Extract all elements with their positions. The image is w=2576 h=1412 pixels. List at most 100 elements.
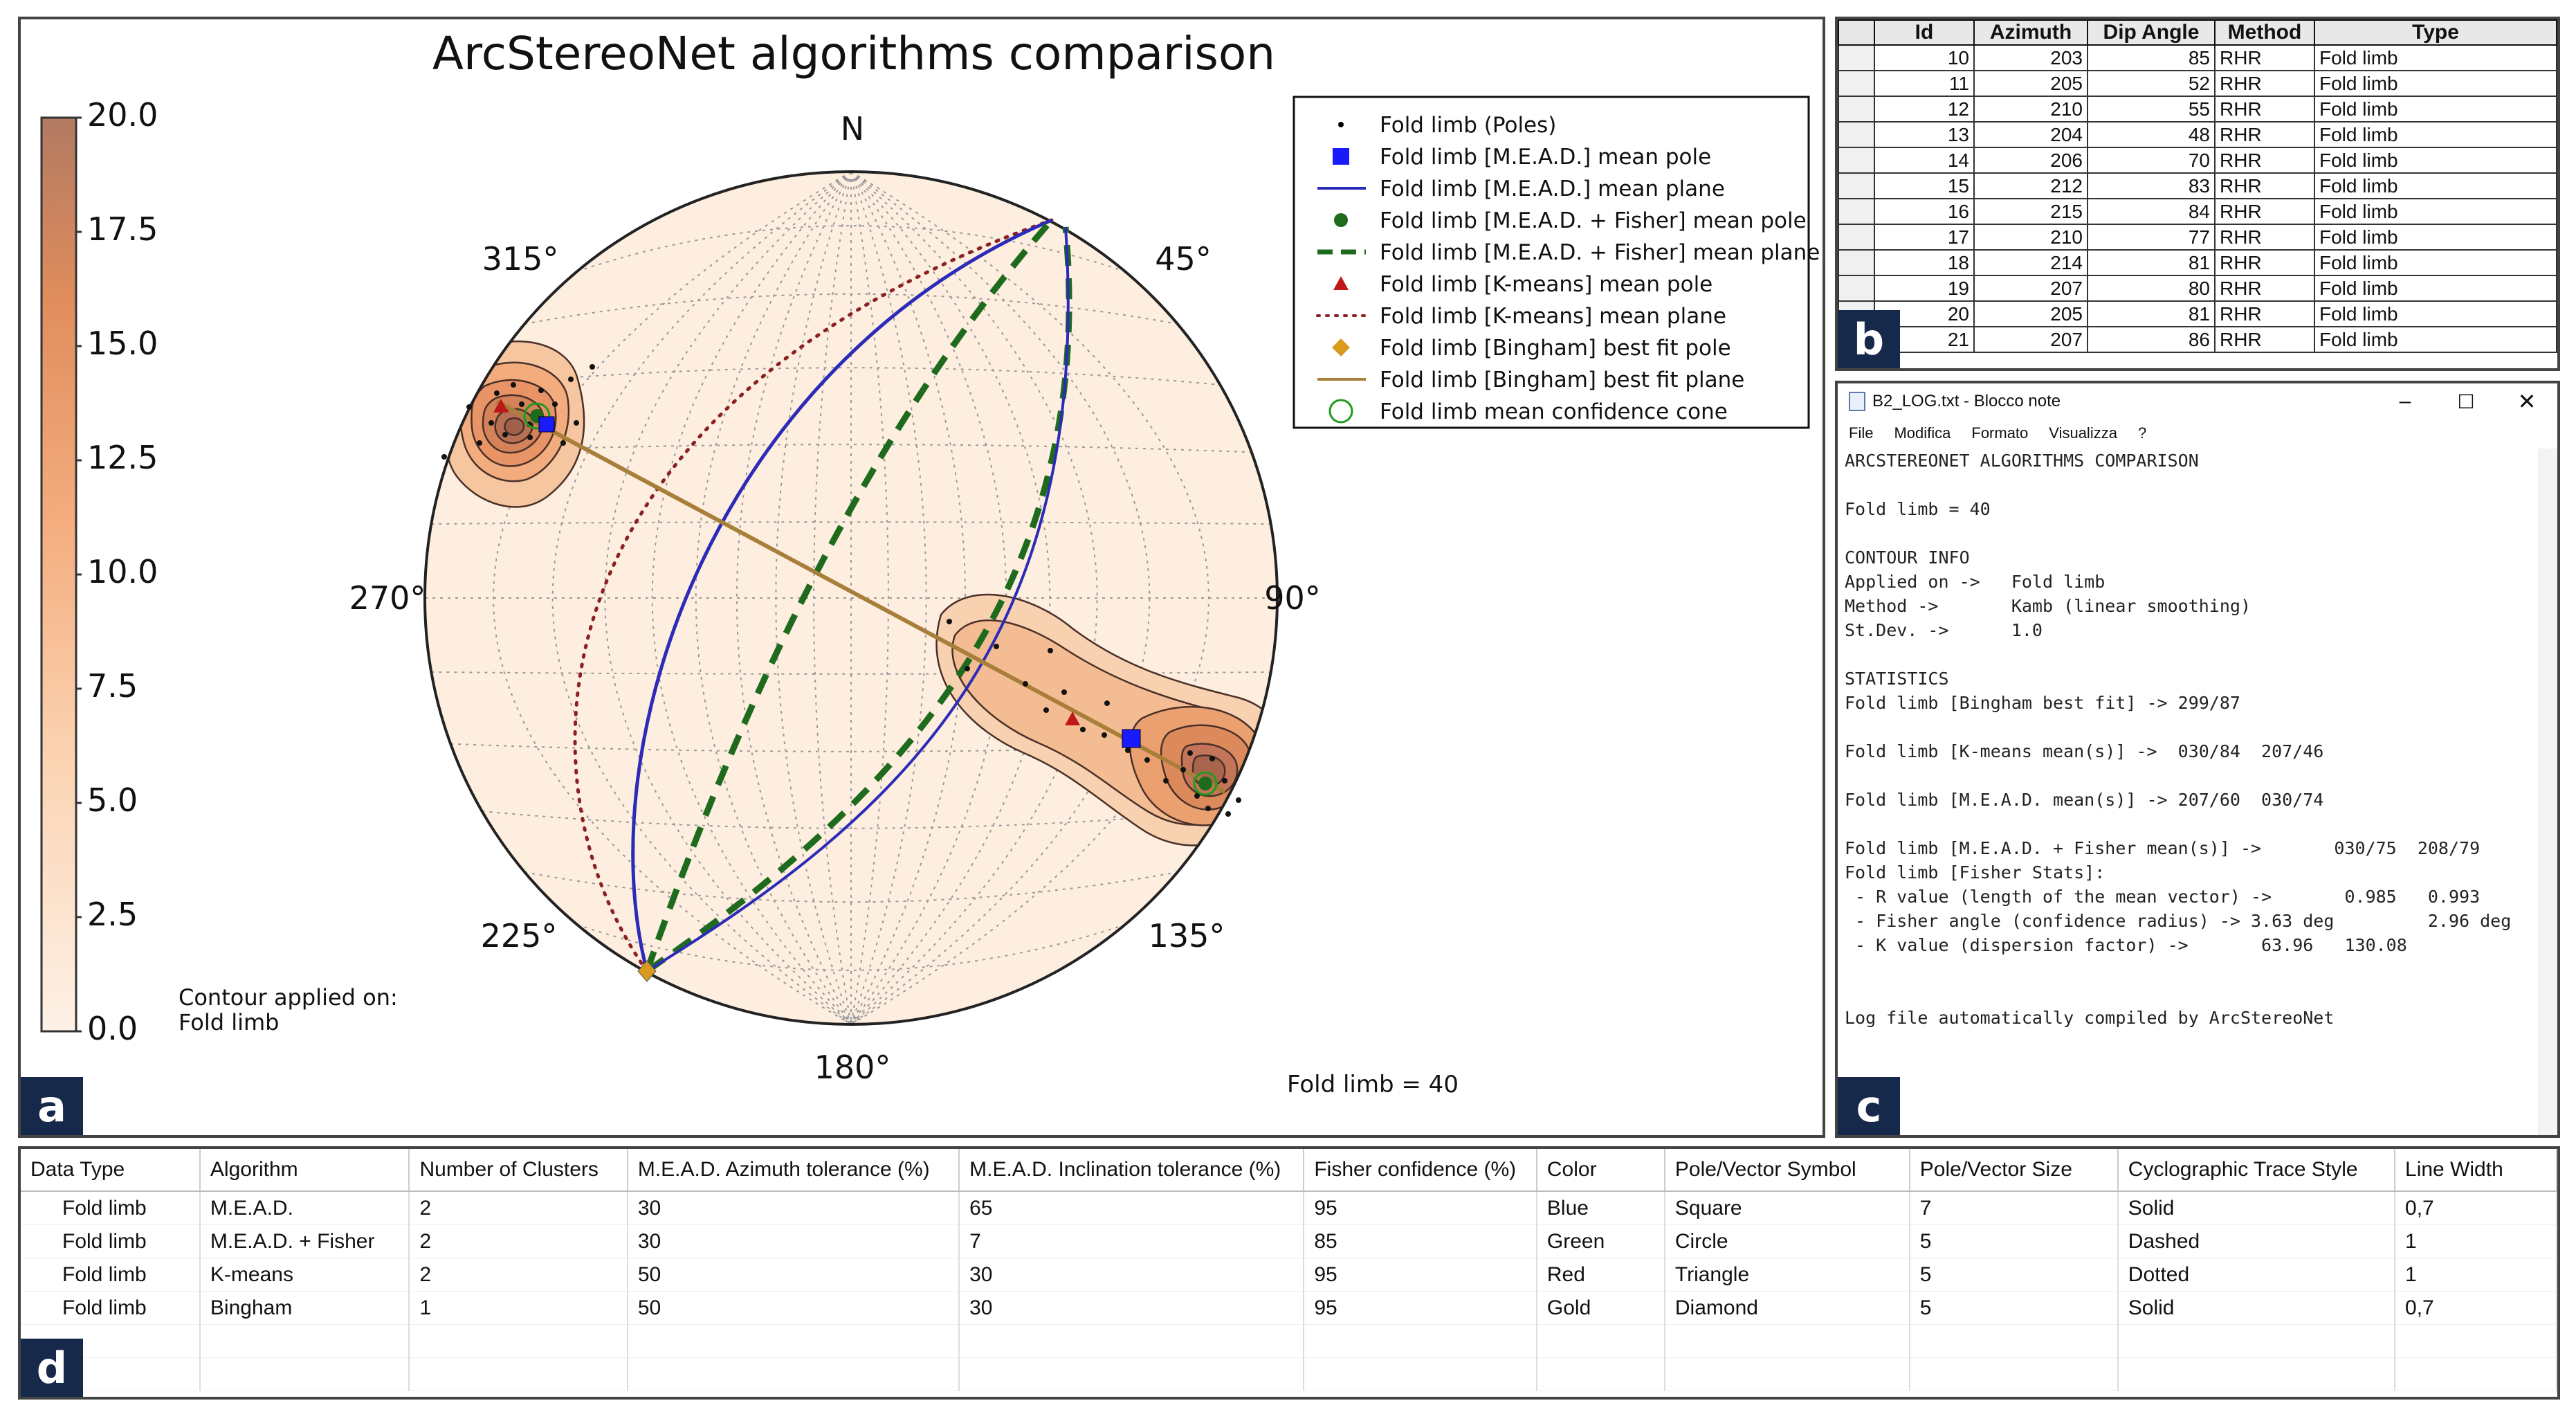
column-header[interactable]: M.E.A.D. Azimuth tolerance (%) [627,1149,960,1192]
table-cell[interactable]: 81 [2087,249,2216,276]
row-selector[interactable] [1838,121,1875,148]
table-row[interactable]: 20 205 81 RHR Fold limb [1838,300,2557,327]
table-cell[interactable]: 14 [1874,147,1975,174]
table-cell[interactable]: 30 [627,1191,960,1225]
table-row[interactable]: 14 206 70 RHR Fold limb [1838,147,2557,174]
table-cell[interactable]: 214 [1973,249,2088,276]
table-cell[interactable]: 1 [2395,1224,2557,1258]
table-cell[interactable]: Dashed [2117,1224,2396,1258]
table-cell[interactable]: 17 [1874,224,1975,251]
table-cell[interactable]: Fold limb [2314,96,2557,123]
table-cell[interactable]: Fold limb [2314,121,2557,148]
table-cell[interactable]: 7 [1909,1191,2119,1225]
table-cell[interactable]: 207 [1973,275,2088,302]
table-cell[interactable]: Circle [1664,1224,1910,1258]
table-cell[interactable]: 5 [1909,1224,2119,1258]
table-cell[interactable]: 30 [959,1291,1305,1325]
column-header[interactable]: Number of Clusters [409,1149,628,1192]
menu-edit[interactable]: Modifica [1894,424,1951,442]
table-row[interactable]: Fold limb Bingham 1 50 30 95 Gold Diamond 5 Solid… [21,1291,2557,1325]
table-cell[interactable]: 83 [2087,172,2216,199]
table-cell[interactable]: RHR [2214,172,2315,199]
row-selector[interactable] [1838,70,1875,97]
table-cell[interactable]: Fold limb [2314,275,2557,302]
log-text-area[interactable]: ARCSTEREONET ALGORITHMS COMPARISON Fold l… [1845,449,2537,1073]
table-cell[interactable]: 70 [2087,147,2216,174]
minimize-icon[interactable]: – [2399,390,2411,413]
table-cell[interactable]: 0,7 [2395,1291,2557,1325]
table-row[interactable]: 16 215 84 RHR Fold limb [1838,198,2557,225]
table-cell[interactable]: Green [1536,1224,1665,1258]
table-cell[interactable]: 16 [1874,198,1975,225]
table-cell[interactable]: RHR [2214,44,2315,71]
table-cell[interactable]: 95 [1304,1191,1537,1225]
table-cell[interactable]: 210 [1973,224,2088,251]
table-row[interactable]: 18 214 81 RHR Fold limb [1838,249,2557,276]
table-cell[interactable]: Solid [2117,1191,2396,1225]
table-cell[interactable]: 1 [2395,1258,2557,1292]
table-cell[interactable]: Square [1664,1191,1910,1225]
column-header[interactable]: Fisher confidence (%) [1304,1149,1537,1192]
table-cell[interactable]: Fold limb [21,1291,201,1325]
column-header[interactable]: Color [1536,1149,1665,1192]
maximize-icon[interactable]: ☐ [2457,390,2475,413]
table-cell[interactable]: Fold limb [2314,44,2557,71]
column-header[interactable]: Line Width [2395,1149,2557,1192]
table-cell[interactable]: 7 [959,1224,1305,1258]
table-cell[interactable]: Bingham [199,1291,410,1325]
menu-format[interactable]: Formato [1971,424,2029,442]
table-cell[interactable]: 85 [1304,1224,1537,1258]
menu-help[interactable]: ? [2137,424,2147,442]
row-selector[interactable] [1838,44,1875,71]
table-row[interactable]: Fold limb M.E.A.D. 2 30 65 95 Blue Square 7 Solid… [21,1191,2557,1225]
table-cell[interactable]: 215 [1973,198,2088,225]
table-cell[interactable]: 207 [1973,326,2088,353]
table-cell[interactable]: Diamond [1664,1291,1910,1325]
row-selector[interactable] [1838,96,1875,123]
table-cell[interactable]: 204 [1973,121,2088,148]
table-cell[interactable]: 10 [1874,44,1975,71]
table-cell[interactable]: 81 [2087,300,2216,327]
column-header[interactable]: Algorithm [199,1149,410,1192]
column-header[interactable]: Type [2314,19,2557,46]
table-cell[interactable]: Fold limb [2314,249,2557,276]
table-cell[interactable]: 55 [2087,96,2216,123]
table-cell[interactable]: 80 [2087,275,2216,302]
table-cell[interactable]: 206 [1973,147,2088,174]
table-cell[interactable]: RHR [2214,300,2315,327]
column-header[interactable]: M.E.A.D. Inclination tolerance (%) [959,1149,1305,1192]
table-cell[interactable]: 13 [1874,121,1975,148]
column-header[interactable]: Pole/Vector Size [1909,1149,2119,1192]
row-selector[interactable] [1838,172,1875,199]
table-cell[interactable]: Fold limb [2314,300,2557,327]
table-cell[interactable]: 84 [2087,198,2216,225]
table-cell[interactable]: 11 [1874,70,1975,97]
table-cell[interactable]: Fold limb [21,1191,201,1225]
table-cell[interactable]: RHR [2214,96,2315,123]
table-cell[interactable]: 77 [2087,224,2216,251]
table-cell[interactable]: M.E.A.D. [199,1191,410,1225]
row-selector[interactable] [1838,198,1875,225]
table-cell[interactable]: Solid [2117,1291,2396,1325]
table-row[interactable]: 10 203 85 RHR Fold limb [1838,44,2557,71]
table-cell[interactable]: 2 [409,1191,628,1225]
menu-file[interactable]: File [1849,424,1874,442]
table-cell[interactable]: 85 [2087,44,2216,71]
table-cell[interactable]: 205 [1973,300,2088,327]
table-cell[interactable]: Fold limb [2314,147,2557,174]
table-cell[interactable]: RHR [2214,326,2315,353]
table-cell[interactable]: Dotted [2117,1258,2396,1292]
table-cell[interactable]: 15 [1874,172,1975,199]
table-row[interactable]: 19 207 80 RHR Fold limb [1838,275,2557,302]
row-selector[interactable] [1838,275,1875,302]
table-cell[interactable]: 2 [409,1258,628,1292]
table-cell[interactable]: Fold limb [2314,198,2557,225]
table-cell[interactable]: 210 [1973,96,2088,123]
table-cell[interactable]: 5 [1909,1258,2119,1292]
column-header[interactable]: Pole/Vector Symbol [1664,1149,1910,1192]
row-selector[interactable] [1838,249,1875,276]
table-row[interactable]: 21 207 86 RHR Fold limb [1838,326,2557,353]
table-row[interactable]: 17 210 77 RHR Fold limb [1838,224,2557,251]
table-cell[interactable]: 65 [959,1191,1305,1225]
table-cell[interactable]: Fold limb [21,1224,201,1258]
